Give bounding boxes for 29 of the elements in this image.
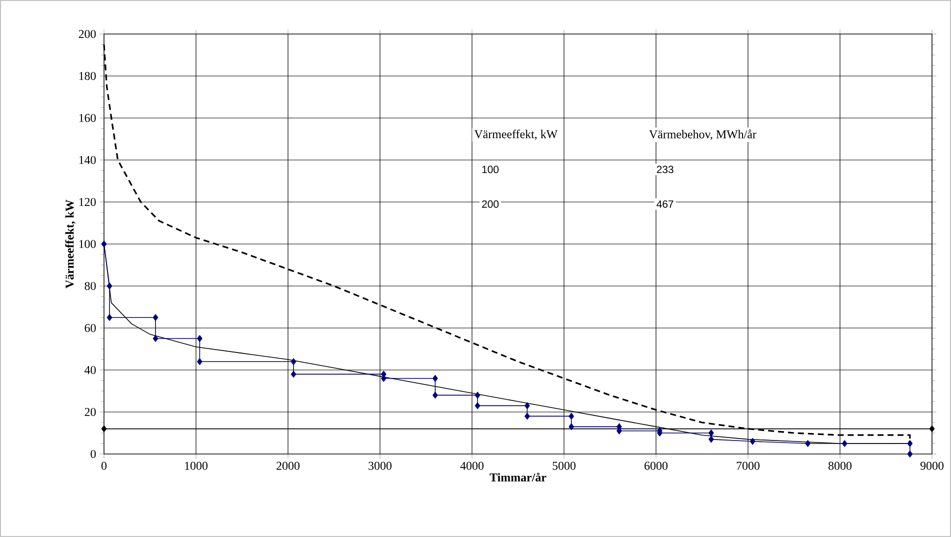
y-tick-label: 20 [84, 408, 96, 416]
annotation: 467 [656, 200, 674, 208]
y-tick-label: 200 [78, 30, 96, 38]
x-tick-label: 4000 [460, 462, 484, 470]
x-tick-label: 2000 [276, 462, 300, 470]
annotation: 100 [482, 166, 499, 174]
x-tick-label: 5000 [552, 462, 576, 470]
y-tick-label: 100 [79, 240, 96, 248]
x-tick-label: 8000 [828, 462, 852, 470]
annotation: 233 [656, 166, 674, 174]
y-tick-label: 120 [79, 198, 96, 206]
x-tick-label: 6000 [644, 462, 668, 470]
y-tick-label: 180 [79, 72, 96, 80]
x-tick-label: 0 [101, 462, 107, 470]
y-tick-label: 40 [84, 366, 96, 374]
y-tick-label: 60 [84, 324, 96, 332]
x-tick-label: 9000 [920, 462, 944, 470]
annotation: Värmebehov, MWh/år [649, 130, 756, 140]
y-axis-title: Värmeeffekt, kW [65, 200, 76, 288]
y-tick-label: 160 [79, 114, 96, 122]
x-tick-label: 7000 [736, 462, 760, 470]
x-axis-title: Timmar/år [490, 472, 546, 482]
y-tick-label: 0 [90, 450, 96, 458]
x-tick-label: 3000 [368, 462, 392, 470]
annotation: 200 [482, 200, 499, 208]
annotation: Värmeeffekt, kW [474, 130, 558, 140]
x-tick-label: 1000 [185, 462, 208, 470]
y-tick-label: 80 [84, 282, 96, 290]
y-tick-label: 140 [79, 156, 96, 164]
